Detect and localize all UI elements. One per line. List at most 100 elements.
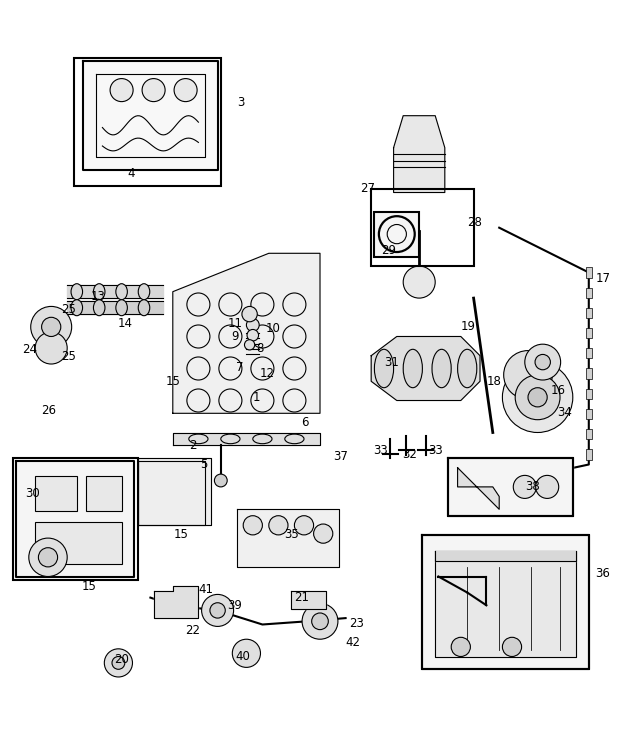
- Text: 38: 38: [525, 481, 540, 493]
- Text: 33: 33: [373, 444, 388, 457]
- Text: 1: 1: [253, 391, 260, 404]
- Circle shape: [314, 524, 333, 543]
- Text: 40: 40: [236, 650, 251, 663]
- Text: 7: 7: [236, 360, 243, 374]
- Circle shape: [232, 639, 260, 668]
- Text: 19: 19: [461, 321, 476, 333]
- Ellipse shape: [71, 284, 83, 300]
- Circle shape: [247, 329, 259, 341]
- Bar: [35, 476, 77, 511]
- Text: 17: 17: [595, 273, 610, 285]
- Polygon shape: [394, 116, 445, 192]
- Bar: [586, 388, 592, 399]
- Polygon shape: [138, 461, 205, 525]
- Ellipse shape: [93, 284, 105, 300]
- Bar: [586, 450, 592, 459]
- Circle shape: [525, 344, 561, 380]
- Text: 21: 21: [294, 591, 309, 604]
- Bar: [586, 409, 592, 419]
- Ellipse shape: [374, 349, 394, 388]
- Bar: [586, 268, 592, 278]
- Bar: [586, 368, 592, 379]
- Circle shape: [31, 307, 72, 347]
- Text: 26: 26: [42, 404, 56, 416]
- Polygon shape: [435, 551, 576, 561]
- Circle shape: [294, 516, 314, 535]
- Bar: [422, 535, 589, 669]
- Text: 12: 12: [259, 367, 274, 380]
- Bar: [374, 212, 419, 256]
- Bar: [13, 458, 138, 580]
- Text: 13: 13: [91, 290, 106, 304]
- Circle shape: [243, 516, 262, 535]
- Text: 22: 22: [186, 624, 200, 638]
- Circle shape: [202, 595, 234, 626]
- Text: 14: 14: [117, 317, 132, 330]
- Bar: [586, 308, 592, 318]
- Circle shape: [528, 388, 547, 407]
- Bar: [586, 348, 592, 358]
- Circle shape: [104, 649, 132, 677]
- Circle shape: [210, 603, 225, 618]
- Text: 31: 31: [384, 355, 399, 368]
- Text: 37: 37: [333, 450, 348, 464]
- Text: 25: 25: [61, 303, 76, 316]
- Polygon shape: [173, 433, 320, 445]
- Text: 15: 15: [173, 528, 189, 542]
- Text: 20: 20: [114, 653, 129, 666]
- Bar: [586, 287, 592, 298]
- Text: 11: 11: [227, 317, 242, 330]
- Ellipse shape: [116, 284, 127, 300]
- Text: 15: 15: [82, 579, 97, 593]
- Ellipse shape: [403, 349, 422, 388]
- Text: 27: 27: [360, 181, 376, 195]
- Text: 42: 42: [346, 636, 360, 649]
- Text: 23: 23: [349, 617, 364, 629]
- Polygon shape: [291, 591, 326, 609]
- Circle shape: [42, 318, 61, 337]
- Circle shape: [302, 604, 338, 639]
- Text: 5: 5: [200, 458, 207, 471]
- Text: 36: 36: [595, 567, 610, 580]
- Text: 33: 33: [428, 444, 443, 457]
- Circle shape: [35, 332, 67, 364]
- Text: 24: 24: [22, 343, 37, 356]
- Polygon shape: [422, 535, 589, 669]
- Text: 41: 41: [198, 583, 213, 595]
- Text: 29: 29: [381, 244, 396, 256]
- Circle shape: [246, 318, 259, 332]
- Ellipse shape: [116, 300, 127, 315]
- Text: 30: 30: [26, 487, 40, 500]
- Text: 9: 9: [232, 330, 239, 343]
- Text: 28: 28: [467, 216, 482, 229]
- Text: 6: 6: [301, 416, 308, 430]
- Ellipse shape: [458, 349, 477, 388]
- Circle shape: [515, 375, 560, 419]
- Text: 34: 34: [557, 405, 572, 419]
- Text: 25: 25: [61, 351, 76, 363]
- Bar: [74, 58, 221, 186]
- Ellipse shape: [93, 300, 105, 315]
- Text: 10: 10: [266, 322, 280, 335]
- Circle shape: [112, 657, 125, 669]
- Polygon shape: [458, 468, 499, 509]
- Text: 35: 35: [284, 528, 299, 542]
- Ellipse shape: [71, 300, 83, 315]
- Polygon shape: [237, 509, 339, 567]
- Text: 8: 8: [256, 341, 264, 354]
- Polygon shape: [16, 461, 134, 576]
- Text: 2: 2: [189, 439, 196, 452]
- Bar: [86, 476, 122, 511]
- Polygon shape: [138, 458, 211, 525]
- Text: 18: 18: [486, 375, 501, 388]
- Circle shape: [214, 474, 227, 487]
- Circle shape: [29, 538, 67, 576]
- Polygon shape: [83, 61, 218, 170]
- Circle shape: [269, 516, 288, 535]
- Polygon shape: [435, 551, 576, 657]
- Bar: [371, 189, 474, 266]
- Text: 3: 3: [237, 97, 244, 109]
- Text: 15: 15: [165, 375, 180, 388]
- Circle shape: [403, 266, 435, 298]
- Circle shape: [513, 475, 536, 498]
